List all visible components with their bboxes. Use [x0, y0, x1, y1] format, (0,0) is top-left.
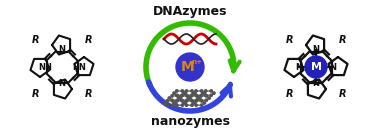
Circle shape — [189, 97, 191, 99]
Circle shape — [198, 97, 201, 99]
Circle shape — [195, 100, 197, 102]
Circle shape — [176, 90, 178, 92]
Circle shape — [191, 100, 193, 102]
Circle shape — [204, 90, 207, 92]
Circle shape — [191, 94, 193, 96]
Circle shape — [168, 97, 170, 99]
Circle shape — [203, 102, 206, 104]
Circle shape — [185, 94, 187, 96]
Circle shape — [204, 94, 207, 96]
Text: DNAzymes: DNAzymes — [153, 5, 227, 18]
Circle shape — [200, 94, 203, 96]
Circle shape — [210, 90, 212, 92]
Circle shape — [173, 102, 175, 104]
Text: HN: HN — [72, 63, 86, 72]
Circle shape — [200, 104, 203, 106]
Circle shape — [176, 99, 179, 101]
Circle shape — [200, 99, 202, 101]
Text: R: R — [85, 89, 93, 99]
Circle shape — [202, 92, 204, 94]
Circle shape — [190, 99, 192, 101]
Circle shape — [180, 99, 183, 101]
Circle shape — [192, 102, 195, 104]
Circle shape — [200, 100, 203, 102]
Circle shape — [183, 102, 185, 104]
Circle shape — [176, 95, 179, 97]
Circle shape — [171, 95, 173, 97]
Circle shape — [205, 99, 208, 101]
Circle shape — [186, 99, 188, 101]
Circle shape — [192, 92, 195, 94]
Circle shape — [176, 53, 204, 81]
Circle shape — [191, 104, 193, 106]
Text: N: N — [296, 63, 302, 72]
Text: R: R — [31, 89, 39, 99]
Circle shape — [197, 97, 199, 99]
Text: N: N — [330, 63, 336, 72]
Text: R: R — [339, 35, 347, 45]
Circle shape — [195, 104, 197, 106]
Circle shape — [184, 92, 186, 94]
Circle shape — [183, 92, 185, 94]
Circle shape — [181, 100, 184, 102]
Text: R: R — [31, 35, 39, 45]
Circle shape — [195, 94, 197, 96]
Text: n+: n+ — [192, 59, 203, 65]
Circle shape — [194, 102, 196, 104]
Circle shape — [185, 100, 188, 102]
Circle shape — [305, 56, 327, 78]
Text: N: N — [313, 45, 319, 55]
Text: N: N — [313, 80, 319, 88]
Circle shape — [195, 95, 198, 97]
Circle shape — [203, 92, 206, 94]
Circle shape — [174, 102, 177, 104]
Circle shape — [181, 94, 184, 96]
Circle shape — [200, 95, 202, 97]
Text: R: R — [339, 89, 347, 99]
Circle shape — [190, 95, 192, 97]
Text: R: R — [285, 89, 293, 99]
Circle shape — [186, 95, 188, 97]
Text: R: R — [285, 35, 293, 45]
Text: M: M — [181, 60, 195, 74]
Circle shape — [195, 99, 198, 101]
Circle shape — [208, 97, 211, 99]
Circle shape — [166, 100, 169, 102]
Circle shape — [176, 100, 178, 102]
Circle shape — [184, 102, 186, 104]
Circle shape — [195, 90, 197, 92]
Circle shape — [191, 90, 193, 92]
Circle shape — [205, 95, 208, 97]
Circle shape — [194, 92, 196, 94]
Circle shape — [181, 104, 184, 106]
Circle shape — [176, 94, 178, 96]
Circle shape — [179, 97, 181, 99]
Circle shape — [171, 99, 173, 101]
Circle shape — [176, 104, 178, 106]
Circle shape — [185, 104, 188, 106]
Circle shape — [210, 94, 212, 96]
Circle shape — [181, 90, 184, 92]
Circle shape — [172, 104, 174, 106]
Circle shape — [180, 95, 183, 97]
Circle shape — [163, 102, 166, 104]
Text: nanozymes: nanozymes — [150, 115, 229, 128]
Circle shape — [187, 97, 190, 99]
Circle shape — [200, 90, 203, 92]
Text: N: N — [59, 80, 65, 88]
Text: R: R — [85, 35, 93, 45]
Circle shape — [173, 92, 175, 94]
Circle shape — [178, 97, 180, 99]
Circle shape — [213, 92, 215, 94]
Circle shape — [166, 104, 169, 106]
Circle shape — [185, 90, 187, 92]
Circle shape — [172, 100, 174, 102]
Text: NH: NH — [38, 63, 52, 72]
Text: M: M — [310, 62, 322, 72]
Text: N: N — [59, 45, 65, 55]
